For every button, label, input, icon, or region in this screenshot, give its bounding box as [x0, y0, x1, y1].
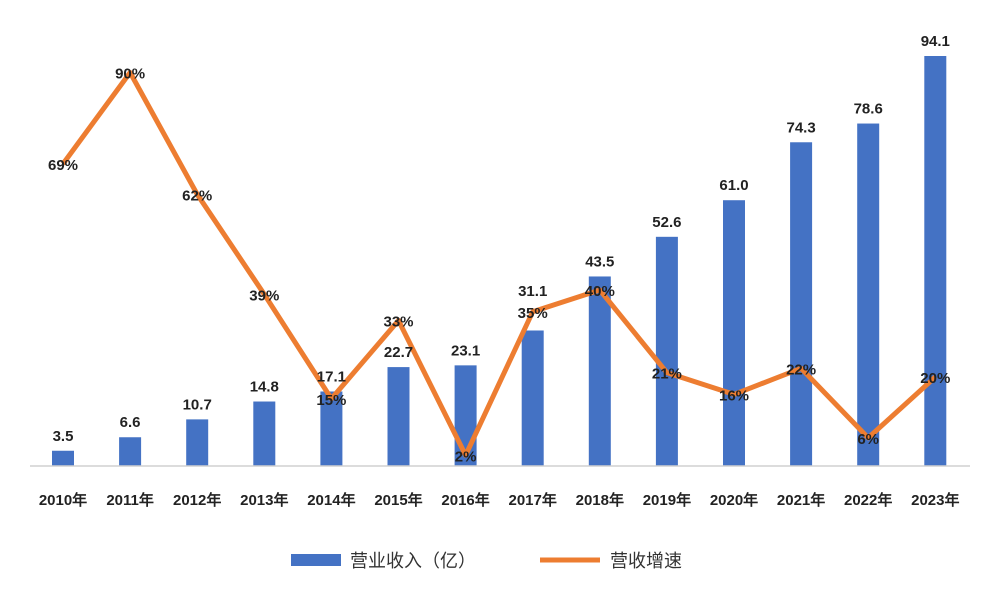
bar: [521, 330, 544, 466]
bar: [790, 142, 813, 466]
x-tick-label: 2010年: [39, 491, 87, 509]
x-tick-label: 2019年: [643, 491, 691, 509]
bar: [857, 123, 880, 466]
x-tick-label: 2021年: [777, 491, 825, 509]
legend-label-growth: 营收增速: [610, 551, 682, 571]
line-value-label: 69%: [48, 157, 78, 174]
x-tick-label: 2022年: [844, 491, 892, 509]
bar: [253, 401, 276, 466]
bar-value-label: 17.1: [317, 368, 346, 385]
bar-value-label: 10.7: [183, 396, 212, 413]
bar-value-label: 23.1: [451, 342, 480, 359]
bar-value-label: 52.6: [652, 214, 681, 231]
line-value-label: 35%: [518, 305, 548, 322]
legend: 营业收入（亿） 营收增速: [291, 551, 682, 571]
x-tick-label: 2011年: [106, 491, 154, 509]
line-value-label: 6%: [857, 431, 879, 448]
bar: [588, 276, 611, 466]
bar: [723, 200, 745, 466]
bar-value-label: 61.0: [719, 177, 748, 194]
bar-value-label: 43.5: [585, 253, 614, 270]
line-value-label: 22%: [786, 361, 816, 378]
bar: [320, 391, 343, 466]
bar-value-label: 22.7: [384, 344, 413, 361]
bar-value-label: 94.1: [921, 33, 950, 50]
line-value-label: 39%: [249, 287, 279, 304]
bar-value-label: 3.5: [53, 428, 74, 445]
bar-value-label: 74.3: [786, 119, 815, 136]
x-tick-labels: 2010年 2011年 2012年 2013年 2014年 2015年 2016年 2017年…: [39, 491, 960, 509]
x-tick-label: 2012年: [173, 491, 221, 509]
line-value-label: 40%: [585, 283, 615, 300]
line-series: [60, 70, 937, 458]
bar: [387, 367, 410, 466]
line-value-label: 16%: [719, 387, 749, 404]
data-labels: 3.5 69% 6.6 90% 10.7 62% 14.8 39% 17.1 15% 22.7 33%…: [48, 33, 950, 465]
bar-value-label: 6.6: [120, 414, 141, 431]
x-tick-label: 2014年: [307, 491, 355, 509]
bar-value-label: 78.6: [854, 101, 883, 118]
x-tick-label: 2023年: [911, 491, 959, 509]
line-value-label: 90%: [115, 66, 145, 83]
x-tick-label: 2020年: [710, 491, 758, 509]
line-value-label: 62%: [182, 187, 212, 204]
bar: [186, 419, 209, 466]
line-value-label: 15%: [316, 392, 346, 409]
x-tick-label: 2018年: [576, 491, 624, 509]
bar: [655, 236, 678, 466]
line-value-label: 21%: [652, 366, 682, 383]
x-tick-label: 2015年: [374, 491, 422, 509]
line-value-label: 20%: [920, 370, 950, 387]
bar-value-label: 14.8: [250, 379, 279, 396]
line-value-label: 33%: [383, 313, 413, 330]
bar: [52, 450, 74, 466]
bar-value-label: 31.1: [518, 283, 547, 300]
x-tick-label: 2017年: [509, 491, 557, 509]
line-value-label: 2%: [455, 448, 477, 465]
x-tick-label: 2016年: [441, 491, 489, 509]
growth-line: [60, 70, 937, 458]
legend-swatch-revenue: [291, 554, 341, 566]
x-tick-label: 2013年: [240, 491, 288, 509]
bar: [119, 437, 142, 466]
bar: [924, 56, 947, 466]
legend-label-revenue: 营业收入（亿）: [350, 551, 476, 571]
